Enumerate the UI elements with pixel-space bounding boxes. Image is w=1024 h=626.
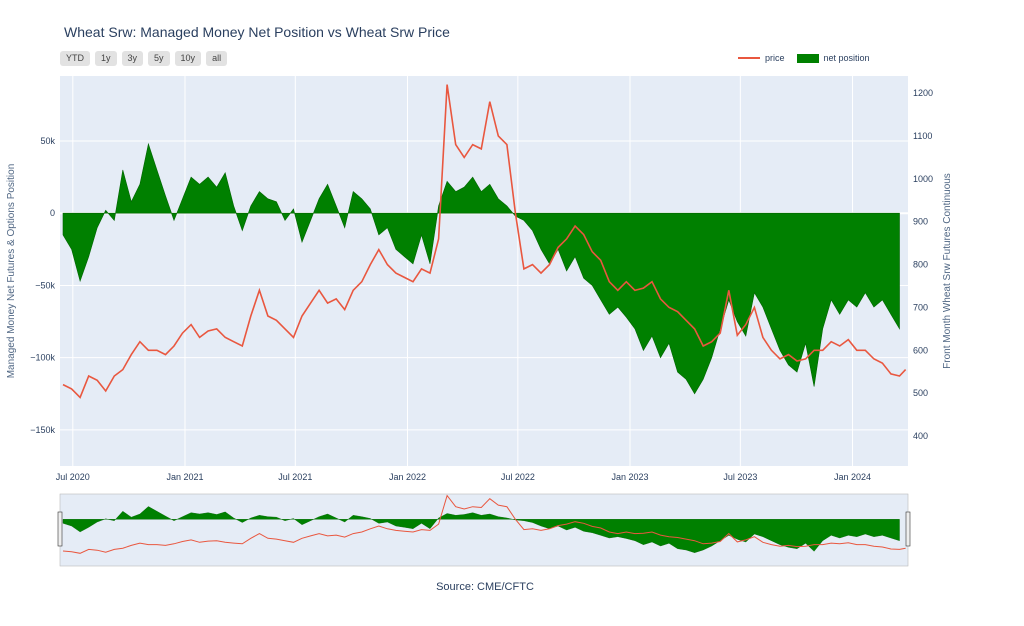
- x-tick-label: Jan 2021: [166, 472, 203, 482]
- legend-swatch-net-position: [796, 53, 819, 63]
- y-left-axis-title: Managed Money Net Futures & Options Posi…: [6, 164, 17, 379]
- range-button-all[interactable]: all: [206, 51, 228, 66]
- y-right-tick-label: 900: [913, 217, 928, 227]
- range-slider-handle-right[interactable]: [905, 511, 911, 547]
- range-button-5y[interactable]: 5y: [148, 51, 170, 66]
- y-left-tick-label: −50k: [35, 280, 55, 290]
- y-left-tick-label: −100k: [30, 353, 55, 363]
- y-right-tick-label: 1200: [913, 88, 933, 98]
- y-right-tick-label: 700: [913, 302, 928, 312]
- y-right-axis-title: Front Month Wheat Srw Futures Continuous: [942, 173, 953, 369]
- range-button-3y[interactable]: 3y: [121, 51, 144, 66]
- x-tick-label: Jul 2020: [56, 472, 90, 482]
- y-right-tick-label: 600: [913, 345, 928, 355]
- legend-swatch-price: [738, 57, 760, 59]
- range-selector: YTD 1y 3y 5y 10y all: [60, 51, 228, 66]
- range-slider-net-area: [62, 506, 900, 553]
- legend-item-net-position[interactable]: net position: [796, 53, 870, 63]
- chart-title: Wheat Srw: Managed Money Net Position vs…: [64, 24, 450, 40]
- legend: price net position: [738, 53, 870, 63]
- legend-label-net-position: net position: [823, 53, 870, 63]
- x-tick-label: Jul 2022: [501, 472, 535, 482]
- range-slider-price-line: [62, 494, 906, 554]
- range-slider-handle-left[interactable]: [57, 511, 63, 547]
- x-tick-label: Jul 2021: [278, 472, 312, 482]
- source-note: Source: CME/CFTC: [436, 581, 534, 593]
- x-tick-label: Jul 2023: [723, 472, 757, 482]
- x-tick-label: Jan 2023: [611, 472, 648, 482]
- y-left-tick-label: 0: [50, 208, 55, 218]
- x-tick-label: Jan 2024: [834, 472, 871, 482]
- y-right-tick-label: 800: [913, 260, 928, 270]
- price-line: [62, 84, 907, 399]
- y-right-tick-label: 1000: [913, 174, 933, 184]
- range-button-10y[interactable]: 10y: [174, 51, 202, 66]
- range-button-ytd[interactable]: YTD: [60, 51, 90, 66]
- legend-label-price: price: [765, 53, 785, 63]
- legend-item-price[interactable]: price: [738, 53, 785, 63]
- y-left-tick-label: 50k: [40, 136, 55, 146]
- net-position-area: [62, 142, 900, 395]
- x-tick-label: Jan 2022: [389, 472, 426, 482]
- y-right-tick-label: 400: [913, 431, 928, 441]
- y-left-tick-label: −150k: [30, 425, 55, 435]
- y-right-tick-label: 1100: [913, 131, 932, 141]
- range-button-1y[interactable]: 1y: [95, 51, 117, 66]
- y-right-tick-label: 500: [913, 388, 928, 398]
